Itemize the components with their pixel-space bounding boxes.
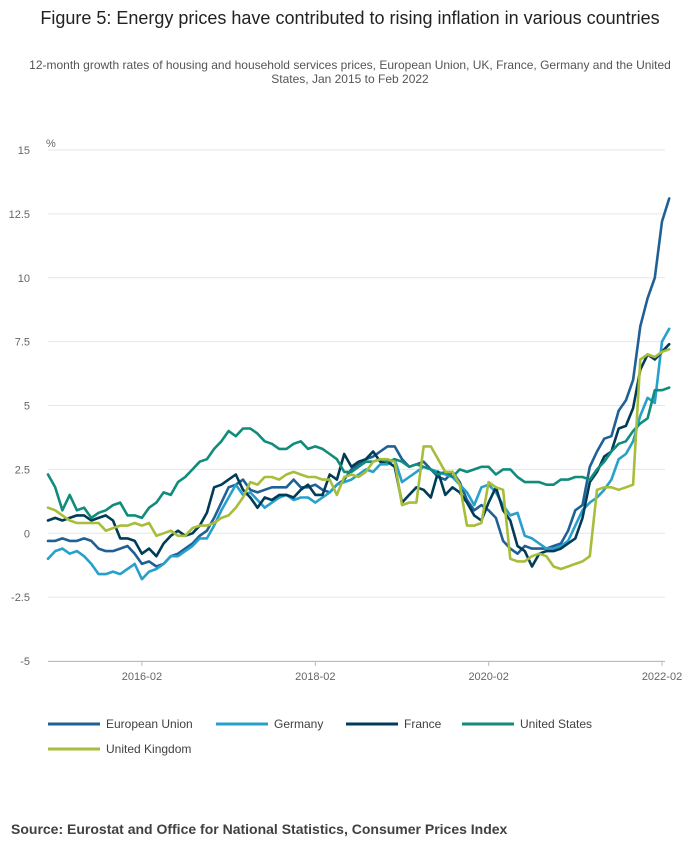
line-chart: 15 12.5 10 7.5 5 2.5 0 -2.5 -5% 2016-02 2018-02 202… <box>9 138 683 756</box>
y-tick-label: 5 <box>24 401 30 413</box>
y-tick-label: 12.5 <box>9 209 30 221</box>
y-tick-label: 15 <box>18 145 30 157</box>
chart-subtitle: 12-month growth rates of housing and hou… <box>29 58 671 86</box>
grid <box>48 149 665 662</box>
y-axis-unit: % <box>46 138 56 150</box>
y-tick-label: -2.5 <box>11 592 30 604</box>
legend-label-france: France <box>404 717 442 731</box>
series-line-france <box>46 342 671 568</box>
y-tick-label: 0 <box>24 528 30 540</box>
series-line-european-union <box>46 197 671 568</box>
y-tick-label: 7.5 <box>15 337 30 349</box>
legend-label-united-states: United States <box>520 717 592 731</box>
x-tick-label: 2020-02 <box>468 671 508 683</box>
x-tick-label: 2016-02 <box>122 671 162 683</box>
legend-label-germany: Germany <box>274 717 323 731</box>
axes: 15 12.5 10 7.5 5 2.5 0 -2.5 -5% 2016-02 2018-02 202… <box>9 138 683 683</box>
x-tick-label: 2018-02 <box>295 671 335 683</box>
x-tick-label: 2022-02 <box>642 671 682 683</box>
legend-label-european-union: European Union <box>106 717 193 731</box>
series-line-united-kingdom <box>46 347 671 571</box>
series-line-united-states <box>46 386 671 520</box>
chart-title: Figure 5: Energy prices have contributed… <box>40 8 660 28</box>
series-lines <box>46 197 671 581</box>
y-tick-label: 10 <box>18 273 30 285</box>
y-tick-label: 2.5 <box>15 464 30 476</box>
source-note: Source: Eurostat and Office for National… <box>11 821 508 837</box>
series-line-germany <box>46 327 671 581</box>
legend-label-united-kingdom: United Kingdom <box>106 742 191 756</box>
legend: European Union Germany France United States… <box>48 717 592 756</box>
y-tick-label: -5 <box>20 656 30 668</box>
